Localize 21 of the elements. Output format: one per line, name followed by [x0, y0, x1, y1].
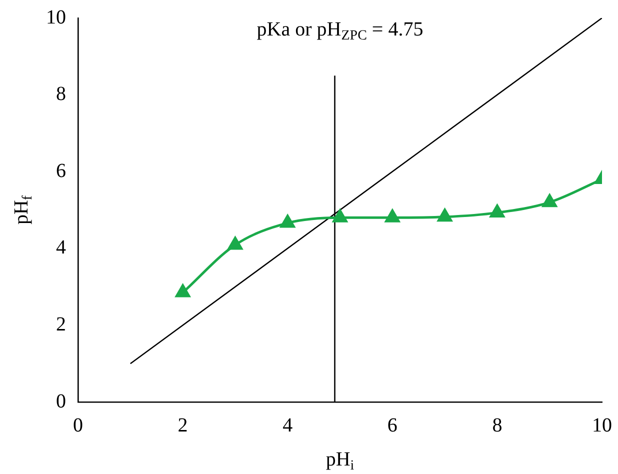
- y-tick-label: 6: [56, 160, 66, 182]
- y-tick-label: 2: [56, 313, 66, 336]
- point: [175, 284, 190, 298]
- point: [280, 214, 295, 228]
- y-tick-label: 8: [56, 83, 66, 106]
- x-tick-label: 6: [387, 414, 398, 436]
- point: [228, 236, 243, 250]
- point: [542, 194, 557, 208]
- point: [332, 209, 348, 222]
- x-tick-label: 2: [178, 414, 188, 436]
- x-tick-label: 8: [492, 414, 502, 436]
- x-tick-label: 10: [592, 414, 612, 436]
- y-tick-label: 10: [46, 6, 66, 28]
- point: [490, 204, 505, 218]
- y-tick-label: 0: [56, 390, 66, 412]
- point: [437, 208, 452, 222]
- y-tick-label: 4: [56, 236, 66, 259]
- y-axis-title: pHf: [10, 195, 36, 225]
- x-tick-label: 4: [282, 414, 293, 436]
- x-tick-label: 0: [73, 414, 83, 436]
- point: [385, 209, 400, 222]
